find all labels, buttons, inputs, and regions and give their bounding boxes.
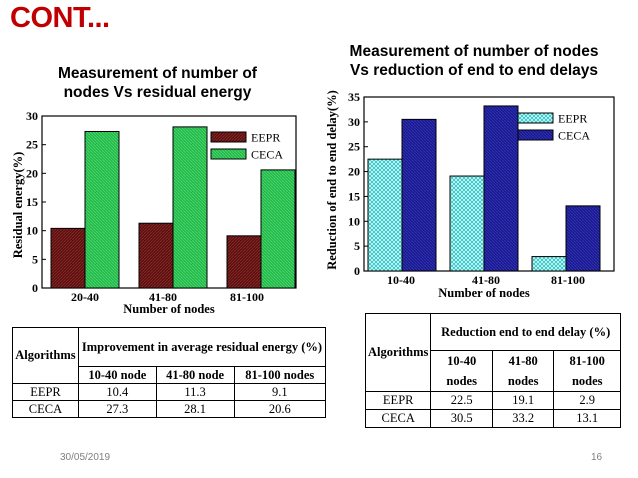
right-table-col-header: 41-80 nodes — [491, 350, 555, 392]
left-x-tick-label: 81-100 — [230, 290, 264, 304]
right-table-cell: EEPR — [364, 391, 432, 410]
left-bar-ceca-20-40 — [84, 130, 120, 289]
right-table-cell: 19.1 — [491, 391, 555, 410]
right-table-col-header: 10-40 nodes — [430, 350, 493, 392]
right-bar-ceca-41-80 — [483, 105, 519, 272]
left-legend-swatch-ceca — [210, 148, 247, 160]
left-bar-ceca-81-100 — [260, 169, 296, 289]
table-row: EEPR 22.5 19.1 2.9 — [364, 391, 621, 410]
left-y-tick-label: 20 — [26, 166, 38, 180]
right-bar-eepr-81-100 — [531, 256, 567, 272]
right-x-tick-label: 10-40 — [387, 273, 415, 287]
right-table-cell: 33.2 — [491, 409, 555, 428]
left-table-cell: 11.3 — [155, 383, 235, 401]
left-legend-label-eepr: EEPR — [251, 131, 280, 145]
right-legend-label-eepr: EEPR — [558, 112, 587, 126]
footer-page-number: 16 — [591, 452, 603, 463]
table-row: CECA 30.5 33.2 13.1 — [364, 409, 621, 428]
right-table-algorithms-header: Algorithms — [364, 313, 432, 392]
left-table-col-header: 10-40 node — [77, 366, 157, 384]
right-y-tick-label: 0 — [354, 264, 360, 278]
left-legend-swatch-eepr — [210, 131, 247, 143]
left-y-tick-label: 15 — [26, 195, 38, 209]
right-bar-ceca-81-100 — [565, 205, 601, 272]
right-table-cell: 30.5 — [430, 409, 493, 428]
left-table-cell: 20.6 — [233, 400, 326, 418]
right-y-tick-label: 5 — [354, 239, 360, 253]
left-table-cell: EEPR — [12, 383, 79, 401]
right-bar-eepr-10-40 — [367, 158, 403, 272]
left-table-main-header: Improvement in average residual energy (… — [77, 327, 327, 367]
right-chart-title-line2: Vs reduction of end to end delays — [349, 62, 599, 79]
left-table-cell: CECA — [12, 400, 79, 418]
right-y-tick-label: 15 — [348, 189, 360, 203]
left-table-cell: 28.1 — [155, 400, 235, 418]
right-y-axis-label: Reduction of end to end delay(%) — [325, 90, 339, 270]
left-y-tick-label: 5 — [32, 252, 38, 266]
right-chart-title-line1: Measurement of number of nodes — [349, 43, 599, 60]
right-y-tick-label: 10 — [348, 214, 360, 228]
left-y-tick-label: 0 — [32, 281, 38, 295]
left-table-cell: 10.4 — [77, 383, 157, 401]
left-table-col-header: 41-80 node — [155, 366, 235, 384]
table-row: CECA 27.3 28.1 20.6 — [12, 400, 326, 418]
slide-title: CONT... — [10, 2, 110, 34]
right-y-tick-label: 35 — [348, 90, 360, 104]
right-x-tick-label: 81-100 — [551, 273, 585, 287]
table-row: EEPR 10.4 11.3 9.1 — [12, 383, 326, 401]
left-y-tick-label: 30 — [26, 109, 38, 123]
right-table-cell: 2.9 — [553, 391, 621, 410]
right-bar-ceca-10-40 — [401, 118, 437, 272]
right-table-cell: 13.1 — [553, 409, 621, 428]
left-bar-eepr-20-40 — [50, 227, 86, 289]
left-x-axis-label: Number of nodes — [123, 302, 215, 316]
right-x-tick-label: 41-80 — [472, 273, 500, 287]
left-chart-title: Measurement of number of nodes Vs residu… — [30, 64, 285, 102]
left-chart-title-line1: Measurement of number of — [58, 65, 257, 82]
right-legend-label-ceca: CECA — [558, 129, 590, 143]
left-bar-eepr-41-80 — [138, 222, 174, 289]
left-data-table: Algorithms Improvement in average residu… — [12, 327, 327, 418]
left-bar-ceca-41-80 — [172, 126, 208, 289]
right-y-tick-label: 25 — [348, 140, 360, 154]
right-table-cell: CECA — [364, 409, 432, 428]
left-y-tick-label: 10 — [26, 224, 38, 238]
left-x-tick-label: 41-80 — [149, 290, 177, 304]
left-table-cell: 27.3 — [77, 400, 157, 418]
right-y-tick-label: 30 — [348, 115, 360, 129]
footer-date: 30/05/2019 — [60, 452, 111, 463]
right-data-table: Algorithms Reduction end to end delay (%… — [364, 313, 621, 428]
left-x-tick-label: 20-40 — [71, 290, 99, 304]
left-table-col-header: 81-100 nodes — [233, 366, 326, 384]
left-y-axis-label: Residual energy(%) — [11, 152, 25, 259]
left-chart-title-line2: nodes Vs residual energy — [63, 84, 252, 101]
right-legend-swatch-ceca — [517, 129, 554, 141]
left-table-cell: 9.1 — [233, 383, 326, 401]
right-y-tick-label: 20 — [348, 165, 360, 179]
right-chart-title: Measurement of number of nodes Vs reduct… — [326, 42, 622, 80]
right-legend-swatch-eepr — [517, 112, 554, 124]
right-table-main-header: Reduction end to end delay (%) — [430, 313, 621, 351]
right-x-axis-label: Number of nodes — [438, 286, 530, 300]
right-bar-eepr-41-80 — [449, 175, 485, 272]
left-legend-label-ceca: CECA — [251, 148, 283, 162]
right-table-col-header: 81-100 nodes — [553, 350, 621, 392]
left-bar-eepr-81-100 — [226, 235, 262, 289]
left-table-algorithms-header: Algorithms — [12, 327, 79, 384]
right-table-cell: 22.5 — [430, 391, 493, 410]
left-y-tick-label: 25 — [26, 138, 38, 152]
